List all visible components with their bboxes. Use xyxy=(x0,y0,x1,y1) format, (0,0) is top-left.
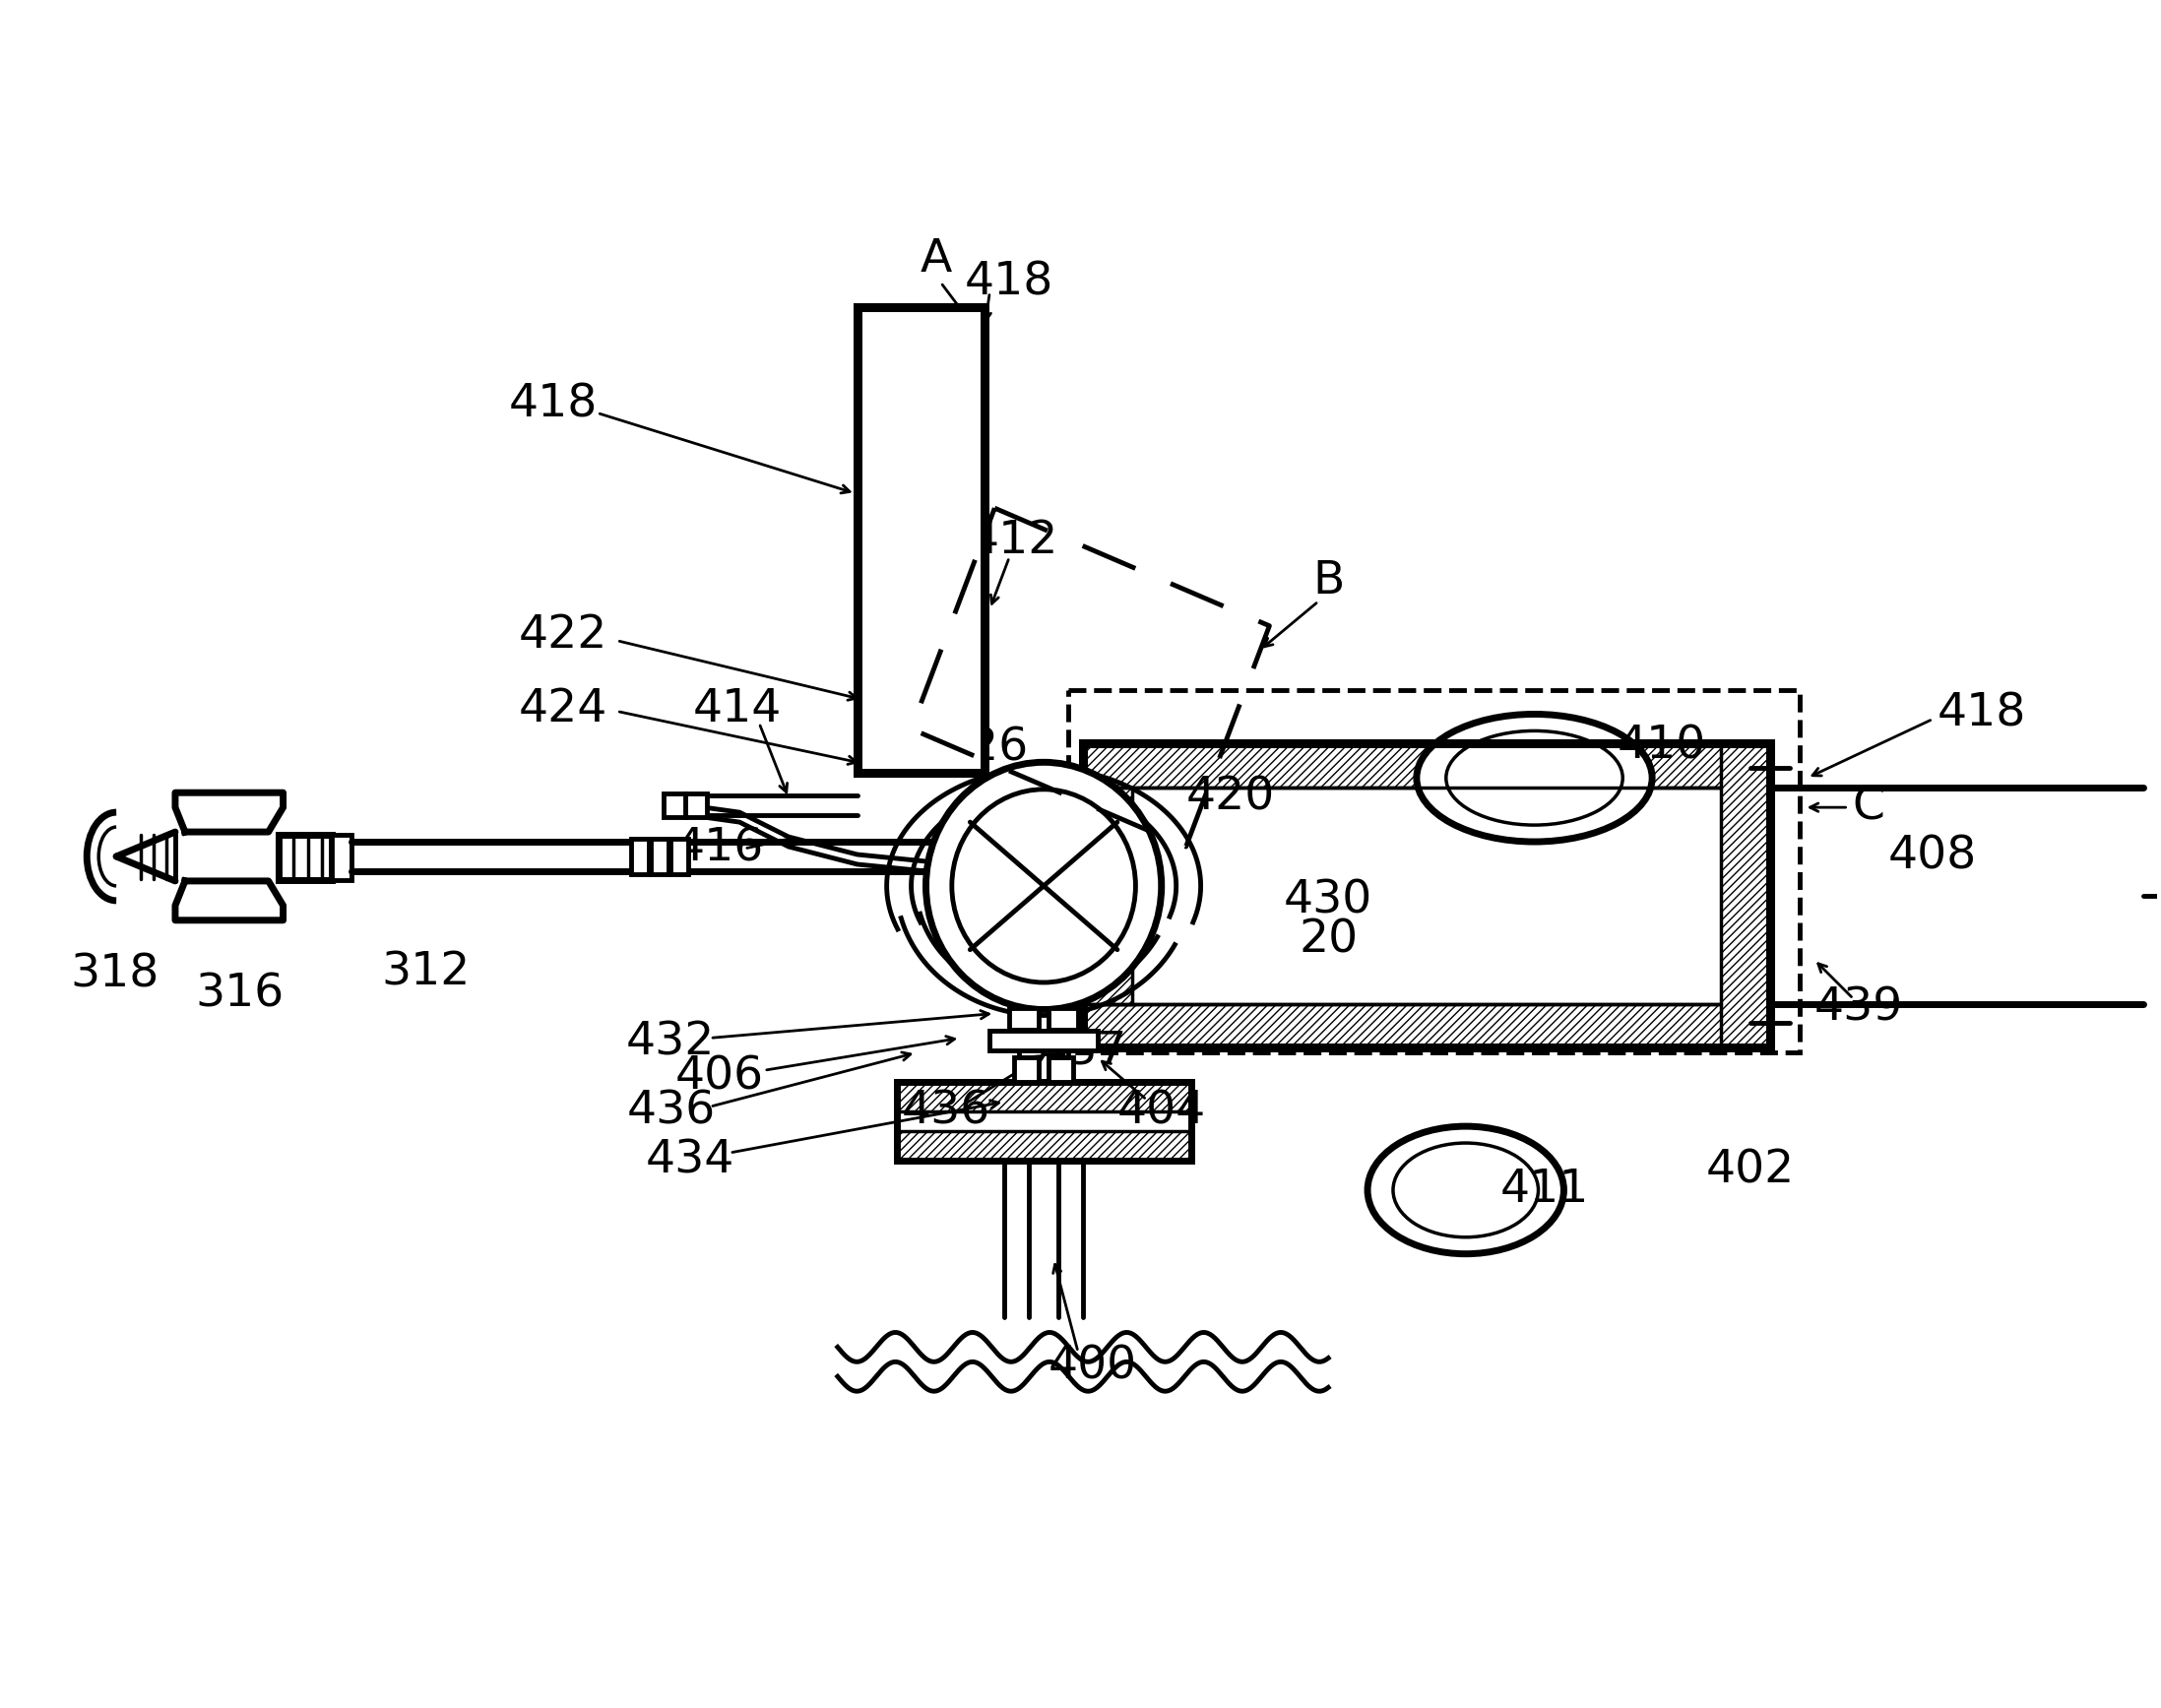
Ellipse shape xyxy=(1446,731,1623,825)
Bar xyxy=(1083,743,1770,787)
Text: B: B xyxy=(1312,560,1344,605)
Text: 416: 416 xyxy=(676,827,765,871)
Text: 424: 424 xyxy=(519,687,607,731)
Text: 316: 316 xyxy=(194,972,283,1016)
Text: 430: 430 xyxy=(1284,878,1372,922)
Text: 411: 411 xyxy=(1500,1168,1588,1213)
Bar xyxy=(897,1131,1191,1161)
Text: 420: 420 xyxy=(1186,775,1275,820)
Text: 312: 312 xyxy=(380,950,471,994)
Text: 412: 412 xyxy=(970,518,1059,562)
Bar xyxy=(1048,1008,1078,1030)
Bar xyxy=(685,794,707,816)
Text: 20: 20 xyxy=(1299,917,1357,962)
Bar xyxy=(1009,1008,1039,1030)
Bar xyxy=(670,839,689,874)
Text: 439: 439 xyxy=(1813,987,1902,1030)
Ellipse shape xyxy=(1418,714,1653,842)
Bar xyxy=(858,307,985,774)
Bar xyxy=(1068,690,1800,1052)
Bar xyxy=(897,1083,1191,1161)
Bar xyxy=(333,835,352,880)
Text: 436: 436 xyxy=(627,1090,715,1134)
Polygon shape xyxy=(175,793,283,832)
Ellipse shape xyxy=(1368,1126,1565,1254)
Text: 418: 418 xyxy=(964,260,1055,304)
Text: 432: 432 xyxy=(627,1021,715,1066)
Bar xyxy=(897,1083,1191,1112)
Text: 436: 436 xyxy=(901,1090,990,1134)
Text: C: C xyxy=(1852,786,1884,830)
Text: 408: 408 xyxy=(1889,834,1977,878)
Text: 318: 318 xyxy=(69,951,160,996)
Bar xyxy=(663,794,685,816)
Bar xyxy=(631,839,648,874)
Bar xyxy=(1083,787,1132,1004)
Ellipse shape xyxy=(1394,1143,1539,1237)
Text: 426: 426 xyxy=(940,726,1029,770)
Ellipse shape xyxy=(951,789,1135,982)
Bar xyxy=(1720,743,1770,1047)
Text: 414: 414 xyxy=(694,687,782,731)
Bar xyxy=(1048,1057,1074,1083)
Text: 410: 410 xyxy=(1619,724,1707,769)
Text: 422: 422 xyxy=(519,613,607,658)
Text: 406: 406 xyxy=(676,1056,765,1100)
Text: 400: 400 xyxy=(1048,1344,1137,1389)
Text: A: A xyxy=(921,237,951,282)
Text: 402: 402 xyxy=(1705,1148,1794,1192)
Bar xyxy=(1083,1004,1770,1047)
Polygon shape xyxy=(175,881,283,921)
Text: 437: 437 xyxy=(1039,1030,1128,1074)
Ellipse shape xyxy=(925,762,1160,1009)
Text: 418: 418 xyxy=(508,383,596,427)
Bar xyxy=(990,1032,1098,1050)
Bar xyxy=(1083,743,1770,1047)
Bar xyxy=(1014,1057,1039,1083)
Bar xyxy=(279,835,333,880)
Bar xyxy=(650,839,668,874)
Text: 404: 404 xyxy=(1117,1090,1206,1134)
Text: 434: 434 xyxy=(646,1139,735,1184)
Text: 418: 418 xyxy=(1936,692,2025,736)
